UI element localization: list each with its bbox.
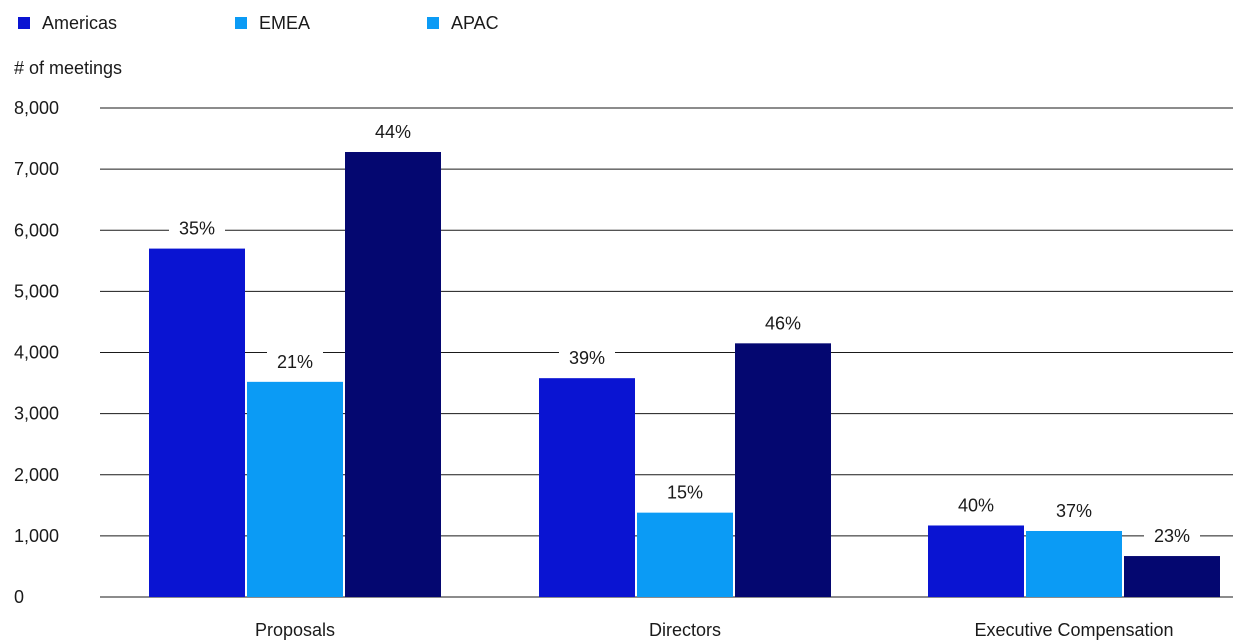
data-label-bg: [1046, 498, 1102, 523]
y-tick-label: 8,000: [14, 98, 59, 118]
y-tick-label: 5,000: [14, 281, 59, 301]
y-tick-label: 7,000: [14, 159, 59, 179]
bar-apac-2: [1124, 556, 1220, 597]
data-label-bg: [365, 120, 421, 145]
y-tick-label: 6,000: [14, 220, 59, 240]
data-label-bg: [1144, 524, 1200, 549]
legend-item-emea: EMEA: [235, 10, 310, 36]
data-label: 39%: [569, 348, 605, 368]
data-labels: 35% 21% 44% 39% 15% 46% 40% 37% 23%: [169, 120, 1200, 549]
data-label: 21%: [277, 352, 313, 372]
bar-apac-1: [735, 343, 831, 597]
category-label: Executive Compensation: [974, 620, 1173, 640]
legend-label-americas: Americas: [42, 12, 118, 33]
bar-americas-1: [539, 378, 635, 597]
data-label-bg: [755, 311, 811, 336]
bar-emea-1: [637, 512, 733, 597]
legend-label-apac: APAC: [451, 12, 499, 33]
y-tick-label: 4,000: [14, 343, 59, 363]
data-label-bg: [169, 216, 225, 241]
y-tick-label: 0: [14, 587, 24, 607]
data-label: 37%: [1056, 501, 1092, 521]
y-tick-label: 1,000: [14, 526, 59, 546]
bar-americas-0: [149, 248, 245, 597]
data-label: 23%: [1154, 526, 1190, 546]
data-label-bg: [267, 349, 323, 374]
y-tick-label: 3,000: [14, 404, 59, 424]
legend-swatch-apac: [427, 17, 439, 29]
data-label-bg: [657, 480, 713, 505]
legend-item-apac: APAC: [427, 10, 499, 36]
y-tick-label: 2,000: [14, 465, 59, 485]
bar-emea-0: [247, 381, 343, 597]
bar-apac-0: [345, 152, 441, 597]
y-axis-label: # of meetings: [14, 58, 123, 78]
data-label: 40%: [958, 495, 994, 515]
bar-emea-2: [1026, 530, 1122, 597]
bar-americas-2: [928, 525, 1024, 597]
bars: [149, 152, 1220, 597]
data-label-bg: [948, 493, 1004, 518]
category-label: Directors: [649, 620, 721, 640]
y-axis-ticks: 0 1,000 2,000 3,000 4,000 5,000 6,000 7,000 8,00…: [14, 98, 59, 607]
data-label: 46%: [765, 313, 801, 333]
data-label-bg: [559, 346, 615, 371]
category-labels: Proposals Directors Executive Compensation: [255, 620, 1174, 640]
legend-label-emea: EMEA: [259, 12, 311, 33]
category-label: Proposals: [255, 620, 335, 640]
legend-swatch-americas: [18, 17, 30, 29]
data-label: 44%: [375, 122, 411, 142]
legend-swatch-emea: [235, 17, 247, 29]
data-label: 35%: [179, 219, 215, 239]
legend-item-americas: Americas: [18, 10, 117, 36]
data-label: 15%: [667, 483, 703, 503]
